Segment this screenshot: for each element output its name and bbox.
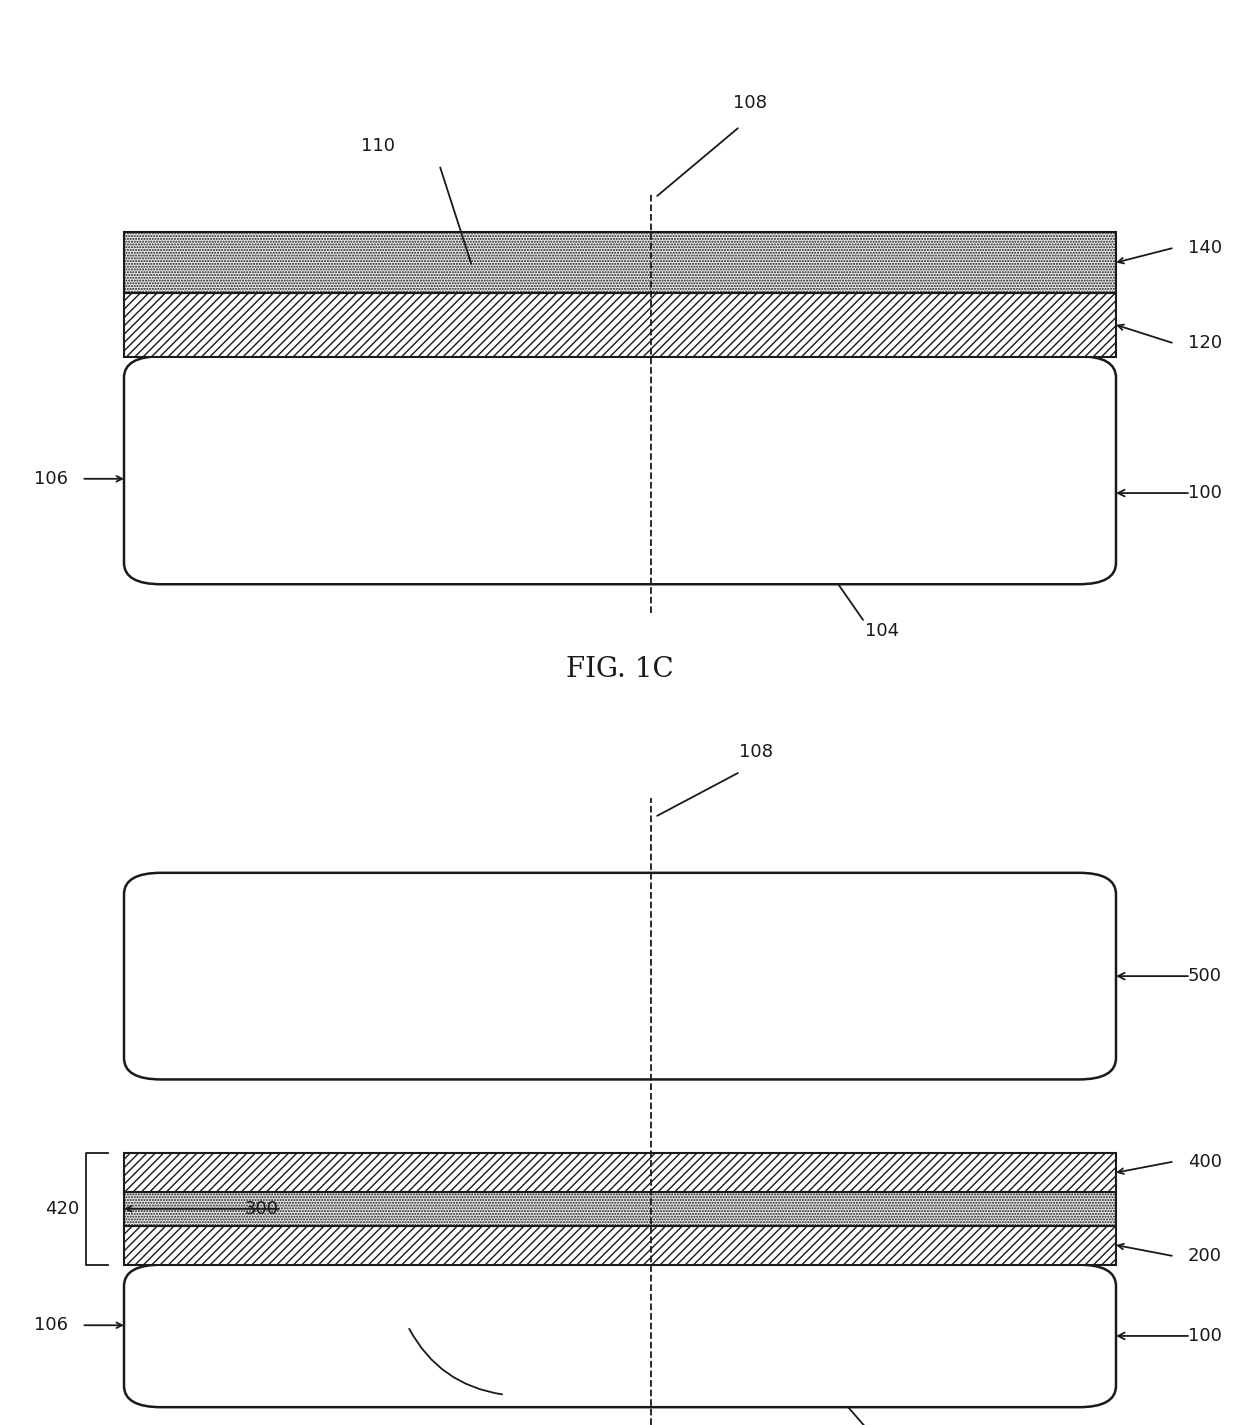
Bar	[124, 1153, 1116, 1193]
Text: 300: 300	[246, 1200, 279, 1218]
Text: 120: 120	[1188, 333, 1223, 352]
FancyBboxPatch shape	[124, 356, 1116, 584]
Text: 100: 100	[1188, 1327, 1221, 1345]
FancyBboxPatch shape	[124, 1265, 1116, 1408]
FancyBboxPatch shape	[124, 872, 1116, 1080]
Text: 106: 106	[35, 1317, 68, 1334]
Bar	[124, 232, 1116, 294]
Text: 500: 500	[1188, 968, 1221, 985]
Text: 140: 140	[1188, 239, 1223, 258]
Text: 108: 108	[733, 94, 768, 113]
Bar	[124, 294, 1116, 358]
Text: 420: 420	[45, 1200, 79, 1218]
Text: 108: 108	[739, 742, 774, 761]
Text: FIG. 1C: FIG. 1C	[567, 657, 673, 683]
Text: 110: 110	[361, 137, 396, 155]
Text: 200: 200	[1188, 1247, 1221, 1265]
Bar	[124, 1226, 1116, 1265]
Text: 106: 106	[35, 470, 68, 487]
Text: 104: 104	[864, 621, 899, 640]
Text: 400: 400	[1188, 1153, 1221, 1171]
Bar	[124, 1193, 1116, 1226]
Text: 100: 100	[1188, 485, 1221, 502]
